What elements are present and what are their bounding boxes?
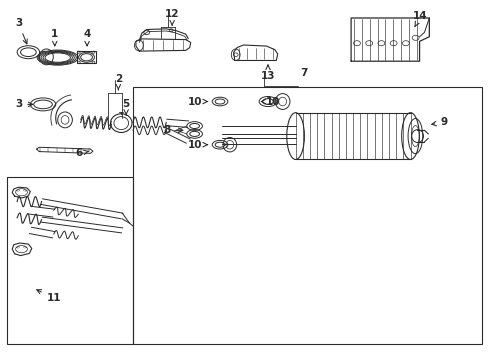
Bar	[133, 87, 481, 344]
Text: 9: 9	[431, 117, 447, 127]
Bar	[7, 177, 133, 344]
Text: 10: 10	[261, 96, 280, 107]
Text: 13: 13	[260, 65, 275, 81]
Text: 6: 6	[76, 148, 88, 158]
Text: 2: 2	[115, 74, 122, 90]
Text: 10: 10	[187, 96, 207, 107]
Text: 8: 8	[163, 125, 183, 135]
Text: 4: 4	[83, 29, 91, 46]
Text: 1: 1	[51, 29, 58, 46]
Text: 3: 3	[15, 99, 33, 109]
Text: 11: 11	[37, 290, 61, 303]
Text: 7: 7	[300, 68, 307, 78]
Text: 3: 3	[15, 18, 27, 44]
Text: 10: 10	[187, 140, 207, 150]
Text: 14: 14	[412, 11, 427, 27]
Text: 5: 5	[122, 99, 129, 115]
Text: 12: 12	[164, 9, 179, 25]
Bar	[77, 51, 96, 63]
